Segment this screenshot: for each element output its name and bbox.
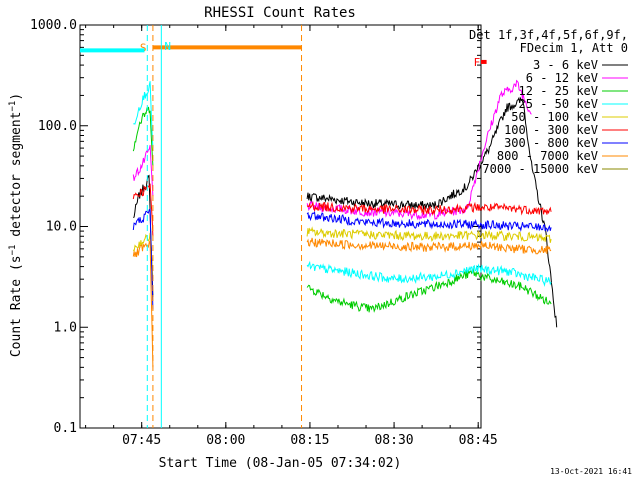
series-layer [132, 79, 558, 368]
chart-title: RHESSI Count Rates [204, 5, 356, 21]
legend-label-800-7000-kev: 800 - 7000 keV [497, 149, 598, 163]
x-tick-label: 08:00 [206, 433, 245, 448]
x-tick-label: 08:30 [374, 433, 413, 448]
y-axis-label-sup2: −1 [8, 101, 18, 112]
interval-label-s: S [140, 41, 147, 54]
plot-border [79, 24, 482, 429]
timestamp: 13-Oct-2021 16:41 [550, 467, 632, 476]
series-line-800-7000-kev [132, 239, 154, 368]
series-line-50-100-kev [132, 232, 154, 280]
x-axis-label: Start Time (08-Jan-05 07:34:02) [159, 456, 402, 471]
y-tick-label: 0.1 [54, 421, 77, 436]
x-tick-label: 08:45 [459, 433, 498, 448]
series-line-300-800-kev [132, 209, 154, 310]
legend-label-12-25-kev: 12 - 25 keV [519, 84, 598, 98]
legend-label-3-6-kev: 3 - 6 keV [533, 58, 598, 72]
series-line-100-300-kev [132, 183, 154, 237]
series-line-6-12-kev [306, 79, 532, 221]
legend-label-25-50-kev: 25 - 50 keV [519, 97, 598, 111]
legend: Det 1f,3f,4f,5f,6f,9f, FDecim 1, Att 0 3… [469, 28, 628, 176]
y-axis-ticks: 0.1 1.0 10.0 100.0 1000.0 [30, 18, 481, 436]
y-tick-label: 100.0 [38, 119, 77, 134]
legend-header-line-2: FDecim 1, Att 0 [520, 41, 628, 55]
y-axis-label-end: ) [9, 93, 24, 101]
marker-label-n: N [164, 40, 171, 53]
x-tick-label: 08:15 [290, 433, 329, 448]
y-axis-label-sup1: −1 [8, 245, 18, 256]
y-axis-label: Count Rate (s−1 detector segment−1) [8, 93, 24, 357]
series-line-3-6-kev [133, 174, 154, 297]
y-tick-label: 1.0 [54, 320, 77, 335]
series-line-6-12-kev [132, 145, 154, 197]
y-tick-label: 1000.0 [30, 18, 77, 33]
series-line-12-25-kev [306, 268, 552, 313]
plot-area [79, 24, 482, 429]
series-line-25-50-kev [306, 260, 552, 288]
series-line-50-100-kev [306, 226, 552, 243]
legend-label-100-300-kev: 100 - 300 keV [504, 123, 598, 137]
series-line-3-6-kev [306, 96, 558, 328]
series-line-100-300-kev [306, 201, 552, 216]
legend-label-50-100-kev: 50 - 100 keV [511, 110, 598, 124]
interval-label-f: F [474, 56, 481, 69]
y-axis-label-main: Count Rate (s [9, 255, 24, 357]
x-axis-ticks: 07:45 08:00 08:15 08:30 08:45 [85, 25, 498, 448]
legend-label-300-800-kev: 300 - 800 keV [504, 136, 598, 150]
y-axis-label-mid: detector segment [9, 112, 24, 245]
series-line-12-25-kev [132, 106, 154, 166]
x-tick-label: 07:45 [122, 433, 161, 448]
series-line-800-7000-kev [306, 237, 552, 255]
legend-label-7000-15000-kev: 7000 - 15000 keV [482, 162, 598, 176]
y-tick-label: 10.0 [46, 220, 77, 235]
legend-header-line-1: Det 1f,3f,4f,5f,6f,9f, [469, 28, 628, 42]
annotation-layer: S F N [80, 25, 487, 428]
legend-label-6-12-kev: 6 - 12 keV [526, 71, 598, 85]
series-line-300-800-kev [306, 210, 552, 233]
series-line-25-50-kev [133, 81, 154, 149]
